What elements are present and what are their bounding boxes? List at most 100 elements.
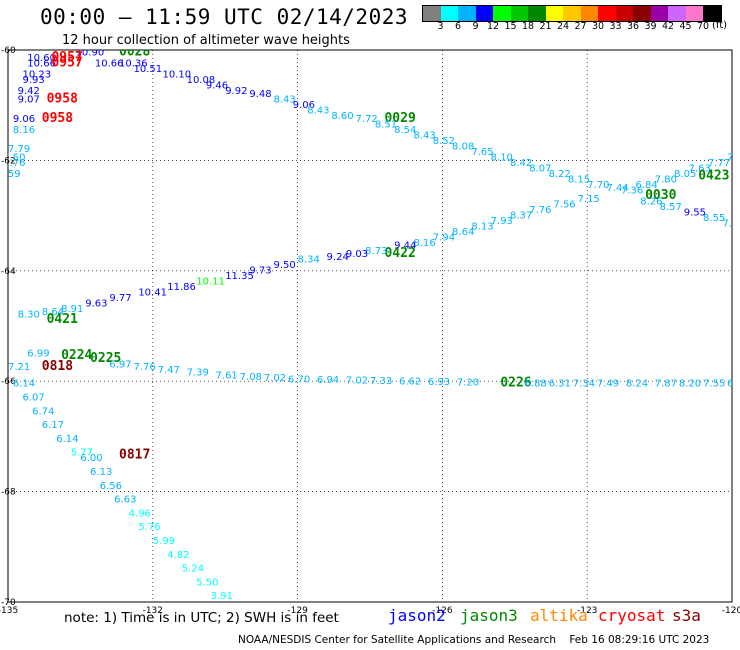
pass-time-label: 0422 <box>384 246 415 261</box>
wave-height-label: 8.20 <box>679 379 701 390</box>
wave-height-label: 9.93 <box>22 75 44 86</box>
color-swatch <box>580 6 598 21</box>
color-swatch <box>668 6 686 21</box>
wave-height-label: 7.63 <box>689 163 711 174</box>
wave-height-label: 9.42 <box>18 86 40 97</box>
longitude-tick-label: -129 <box>287 606 308 616</box>
wave-height-label: 6.84 <box>635 180 657 191</box>
longitude-tick-label: -123 <box>577 606 597 616</box>
color-scale-tick-label: 3 <box>437 21 444 32</box>
wave-height-label: 8.37 <box>510 210 532 221</box>
wave-height-label: 10.60 <box>27 53 56 64</box>
wave-height-label: 7.47 <box>158 365 180 376</box>
wave-height-label: 4.82 <box>167 550 189 561</box>
wave-height-label: 7.61 <box>216 370 238 381</box>
wave-height-label: 6.11 <box>727 379 740 390</box>
wave-height-label: 7.94 <box>433 232 455 243</box>
wave-height-label: 7.87 <box>722 219 740 230</box>
wave-height-label: 7.44 <box>607 183 629 194</box>
wave-height-label: 8.73 <box>365 246 387 257</box>
color-scale-tick-label: 45 <box>679 21 692 32</box>
color-scale-tick-label: 21 <box>539 21 552 32</box>
legend-item-cryosat: cryosat <box>598 606 666 625</box>
color-swatch <box>493 6 511 21</box>
longitude-tick-label: -126 <box>432 606 453 616</box>
wave-height-label: 8.07 <box>529 163 551 174</box>
wave-height-label: 7.70 <box>587 180 609 191</box>
wave-height-label: 9.44 <box>394 241 416 252</box>
wave-height-label: 11.35 <box>225 271 254 282</box>
wave-height-label: 10.08 <box>187 75 216 86</box>
wave-height-label: 8.43 <box>307 105 329 116</box>
wave-height-label: 10.11 <box>196 277 225 288</box>
page-subtitle: 12 hour collection of altimeter wave hei… <box>62 33 350 48</box>
wave-height-label: 8.15 <box>568 174 590 185</box>
wave-height-label: 6.88 <box>524 379 546 390</box>
color-scale-tick-label: 42 <box>661 21 675 32</box>
wave-height-label: 7.79 <box>8 144 30 155</box>
color-swatch <box>563 6 581 21</box>
wave-height-label: 6.17 <box>42 420 64 431</box>
wave-height-label: 7.20 <box>457 378 479 389</box>
wave-height-label: 8.60 <box>331 111 353 122</box>
color-scale-tick-label: 30 <box>591 21 605 32</box>
wave-height-label: 8.30 <box>18 310 40 321</box>
wave-height-label: 8.43 <box>273 94 295 105</box>
color-scale-tick-label: 24 <box>556 21 570 32</box>
color-swatch <box>598 6 616 21</box>
wave-height-label: 6.07 <box>22 393 44 404</box>
wave-height-label: 7.74 <box>727 152 740 163</box>
wave-height-label: 8.64 <box>42 307 64 318</box>
color-swatch <box>633 6 651 21</box>
pass-time-label: 0817 <box>119 447 150 462</box>
wave-height-label: 6.14 <box>13 379 35 390</box>
pass-time-label: 0958 <box>47 91 78 106</box>
color-swatch <box>685 6 703 21</box>
wave-height-label: 7.21 <box>8 362 30 373</box>
wave-height-label: 8.34 <box>298 255 320 266</box>
longitude-tick-label: -132 <box>143 606 163 616</box>
wave-height-label: 6.00 <box>80 453 102 464</box>
wave-height-label: 6.31 <box>549 379 571 390</box>
color-scale-tick-label: 9 <box>472 21 479 32</box>
wave-height-label: 9.07 <box>18 94 40 105</box>
latitude-tick-label: -60 <box>1 46 16 56</box>
wave-height-label: 8.54 <box>394 125 416 136</box>
wave-height-label: 7.76 <box>133 362 155 373</box>
color-scale-tick-label: 12 <box>486 21 500 32</box>
wave-height-label: 8.43 <box>413 130 435 141</box>
color-swatch <box>423 6 441 21</box>
color-scale-bar <box>422 5 722 22</box>
wave-height-label: 6.93 <box>428 377 450 388</box>
wave-height-label: 8.22 <box>549 169 571 180</box>
wave-height-label: 9.73 <box>249 266 271 277</box>
wave-height-label: 9.77 <box>109 293 131 304</box>
color-scale-tick-label: 18 <box>521 21 535 32</box>
wave-height-label: 9.06 <box>13 114 35 125</box>
color-scale-tick-label: 6 <box>454 21 462 32</box>
wave-height-label: 10.41 <box>138 288 167 299</box>
wave-height-label: 10.23 <box>22 70 51 81</box>
legend-item-s3a: s3a <box>672 606 701 625</box>
wave-height-label: 8.13 <box>471 221 493 232</box>
wave-height-label: 7.93 <box>491 216 513 227</box>
color-scale-tick-label: 70 <box>696 21 710 32</box>
color-scale-tick-label: 27 <box>574 21 587 32</box>
latitude-tick-label: -66 <box>1 377 16 387</box>
pass-time-label: 0958 <box>42 111 73 126</box>
longitude-tick-label: -120 <box>722 606 740 616</box>
wave-height-label: 7.02 <box>264 373 286 384</box>
pass-time-label: 0224 <box>61 348 92 363</box>
latitude-tick-label: -70 <box>1 598 16 608</box>
wave-height-label: 9.06 <box>293 100 315 111</box>
wave-height-label: 7.76 <box>529 205 551 216</box>
wave-height-label: 8.10 <box>491 152 513 163</box>
wave-height-label: 8.24 <box>626 379 648 390</box>
wave-height-label: 10.90 <box>76 48 105 59</box>
color-swatch <box>650 6 668 21</box>
color-swatch <box>458 6 476 21</box>
wave-height-label: 6.70 <box>288 374 310 385</box>
wave-height-label: 6.74 <box>32 406 54 417</box>
wave-height-label: 7.08 <box>240 372 262 383</box>
